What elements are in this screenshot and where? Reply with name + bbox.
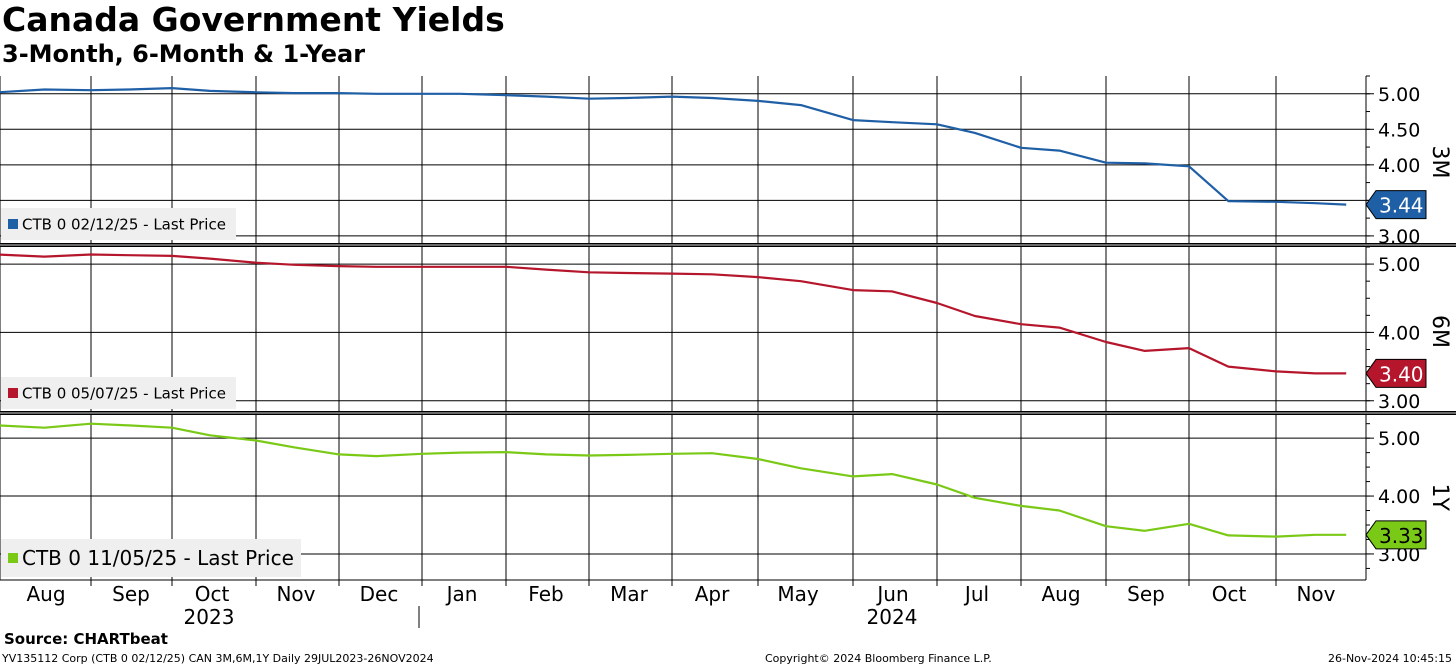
legend-box [1,377,236,409]
x-tick-label: Jan [445,582,478,606]
x-tick-label: Aug [1041,582,1080,606]
year-label: 2023 [184,605,235,629]
x-tick-label: Apr [695,582,730,606]
last-value-label: 3.33 [1379,524,1424,548]
last-value-tag [1365,190,1427,220]
y-tick-label: 3.00 [1378,226,1420,248]
y-tick-label: 4.00 [1378,322,1420,344]
x-tick-label: Feb [528,582,563,606]
y-tick-label: 3.00 [1378,391,1420,413]
series-line [0,86,1347,206]
x-tick-label: Aug [26,582,65,606]
x-tick-label: Sep [112,582,150,606]
x-tick-label: Jun [875,582,908,606]
y-tick-label: 4.00 [1378,155,1420,177]
legend-swatch [8,219,18,229]
x-tick-label: Mar [610,582,649,606]
x-tick-label: Nov [1296,582,1335,606]
y-tick-label: 5.00 [1378,84,1420,106]
y-axis-title: 3M [1427,146,1452,179]
legend-label: CTB 0 02/12/25 - Last Price [22,215,226,233]
footer-timestamp: 26-Nov-2024 10:45:15 [1327,652,1452,665]
y-tick-label: 5.00 [1378,428,1420,450]
footer-ticker: YV135112 Corp (CTB 0 02/12/25) CAN 3M,6M… [2,652,434,665]
legend-swatch [8,388,18,398]
series-line [0,422,1347,538]
x-tick-label: May [777,582,819,606]
y-tick-label: 3.00 [1378,544,1420,566]
last-value-label: 3.44 [1379,194,1424,218]
footer-copyright: Copyright© 2024 Bloomberg Finance L.P. [765,652,992,665]
x-tick-label: Oct [195,582,230,606]
y-tick-label: 4.00 [1378,486,1420,508]
year-label: 2024 [867,605,918,629]
y-tick-label: 4.50 [1378,119,1420,141]
last-value-tag [1365,358,1427,388]
legend-swatch [8,553,18,563]
x-tick-label: Nov [276,582,315,606]
y-tick-label: 5.00 [1378,254,1420,276]
panel-1y: 5.00 4.00 3.00 1Y3.33 CTB 0 11/05/25 - Last … [0,415,1452,580]
legend-label: CTB 0 05/07/25 - Last Price [22,384,226,402]
chart-subtitle: 3-Month, 6-Month & 1-Year [2,40,366,68]
y-axis-title: 1Y [1427,484,1452,512]
x-tick-label: Oct [1212,582,1247,606]
legend-box [1,208,236,240]
last-value-label: 3.40 [1379,362,1424,386]
legend-box [1,539,301,577]
legend-label: CTB 0 11/05/25 - Last Price [22,546,294,570]
x-tick-label: Sep [1127,582,1165,606]
x-tick-label: Dec [360,582,399,606]
panel-6m: 5.00 4.00 3.00 6M3.40 CTB 0 05/07/25 - Last … [0,246,1452,413]
source-label: Source: CHARTbeat [4,630,168,648]
last-value-tag [1365,520,1427,550]
y-axis-title: 6M [1427,315,1452,348]
x-tick-label: Jul [963,582,989,606]
chart-title: Canada Government Yields [2,0,505,39]
series-line [0,253,1347,375]
